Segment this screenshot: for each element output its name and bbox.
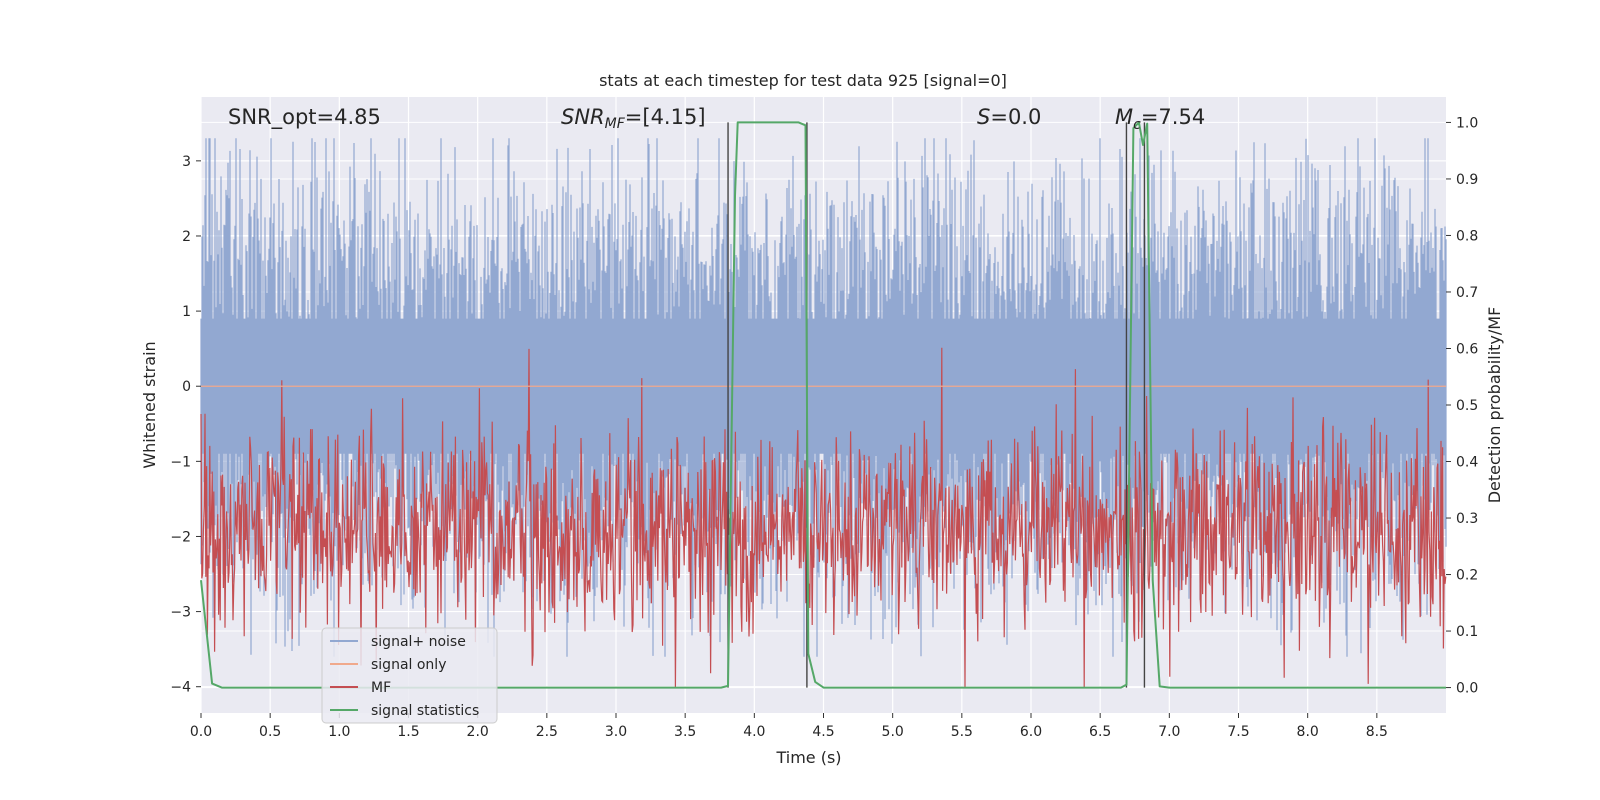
y2-tick-label: 0.4: [1456, 455, 1478, 471]
x-tick-label: 5.0: [882, 724, 904, 740]
annotation-snr-mf: SNRMF=[4.15]: [561, 105, 706, 132]
y2-axis-label: Detection probability/MF: [1485, 307, 1504, 504]
y-tick-label: −1: [170, 454, 191, 470]
annotation-snr-opt: SNR_opt=4.85: [228, 105, 381, 130]
y-axis-ticks: −4 −3 −2 −1 0 1 2 3: [170, 154, 201, 696]
x-tick-label: 4.5: [812, 724, 834, 740]
y2-tick-label: 0.2: [1456, 568, 1478, 584]
x-tick-label: 6.0: [1020, 724, 1042, 740]
y2-tick-label: 0.1: [1456, 624, 1478, 640]
annotation-mc-sub: c: [1133, 117, 1141, 133]
y2-tick-label: 0.6: [1456, 341, 1478, 357]
annotation-snr-mf-rest: =[4.15]: [625, 105, 706, 129]
y2-tick-label: 0.3: [1456, 511, 1478, 527]
y2-tick-label: 0.7: [1456, 285, 1478, 301]
y-axis-label: Whitened strain: [140, 341, 159, 468]
x-tick-label: 8.5: [1366, 724, 1388, 740]
y-tick-label: −2: [170, 529, 191, 545]
x-tick-label: 5.5: [951, 724, 973, 740]
annotation-s-rest: =0.0: [990, 105, 1041, 129]
x-tick-label: 1.5: [397, 724, 419, 740]
mf-trace: [200, 347, 1447, 688]
annotation-s: S=0.0: [977, 105, 1041, 129]
x-tick-label: 7.5: [1227, 724, 1249, 740]
y-tick-label: −3: [170, 605, 191, 621]
y-tick-label: −4: [170, 680, 191, 696]
x-tick-label: 3.5: [674, 724, 696, 740]
y-tick-label: 3: [182, 154, 191, 170]
y2-tick-label: 0.8: [1456, 228, 1478, 244]
annotation-mc-main: M: [1115, 105, 1133, 129]
legend-label-signal-only: signal only: [371, 657, 446, 673]
annotation-snr-mf-sub: MF: [605, 116, 626, 132]
series-signal-statistics: [200, 121, 1446, 689]
legend-label-stats: signal statistics: [371, 703, 479, 719]
x-tick-label: 7.0: [1158, 724, 1180, 740]
x-tick-label: 4.0: [743, 724, 765, 740]
y2-tick-label: 0.9: [1456, 172, 1478, 188]
y2-tick-label: 0.0: [1456, 681, 1478, 697]
legend-label-noise: signal+ noise: [371, 634, 466, 650]
y2-tick-label: 1.0: [1456, 115, 1478, 131]
x-tick-label: 6.5: [1089, 724, 1111, 740]
chart-title: stats at each timestep for test data 925…: [599, 71, 1007, 90]
legend-box: [321, 627, 498, 724]
annotation-snr-mf-main: SNR: [561, 105, 605, 129]
annotation-mc-rest: =7.54: [1141, 105, 1205, 129]
x-axis-ticks: 0.0 0.5 1.0 1.5 2.0 2.5 3.0 3.5 4.0 4.5 5.0 5.5 6.0 6…: [190, 713, 1388, 740]
annotation-mc: Mc=7.54: [1115, 105, 1205, 133]
y-tick-label: 2: [182, 229, 191, 245]
x-tick-label: 3.0: [605, 724, 627, 740]
x-tick-label: 8.0: [1297, 724, 1319, 740]
signal-statistics-trace: [200, 121, 1446, 689]
x-tick-label: 0.0: [190, 724, 212, 740]
legend: signal+ noise signal only MF signal stat…: [321, 627, 498, 724]
series-mf: [200, 347, 1447, 688]
y2-tick-label: 0.5: [1456, 398, 1478, 414]
legend-label-mf: MF: [371, 680, 391, 696]
y2-axis-ticks: 0.0 0.1 0.2 0.3 0.4 0.5 0.6 0.7 0.8 0.9 1.0: [1446, 115, 1478, 697]
x-tick-label: 1.0: [328, 724, 350, 740]
y-tick-label: 1: [182, 304, 191, 320]
x-tick-label: 2.5: [536, 724, 558, 740]
x-axis-label: Time (s): [775, 748, 841, 767]
x-tick-label: 2.0: [467, 724, 489, 740]
x-tick-label: 0.5: [259, 724, 281, 740]
annotation-s-main: S: [977, 105, 990, 129]
y-tick-label: 0: [182, 379, 191, 395]
